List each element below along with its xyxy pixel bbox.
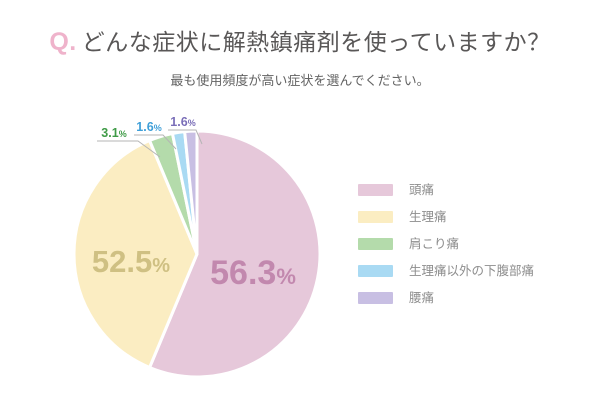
question-prefix: Q. [49, 28, 77, 56]
callout-line-5 [168, 129, 203, 145]
legend-label: 生理痛 [409, 210, 447, 224]
legend-row: 腰痛 [358, 292, 534, 304]
legend-row: 生理痛以外の下腹部痛 [358, 265, 534, 277]
legend-swatch [358, 184, 393, 196]
legend-label: 肩こり痛 [409, 237, 460, 251]
legend-row: 生理痛 [358, 211, 534, 223]
legend-swatch [358, 265, 393, 277]
legend-row: 頭痛 [358, 184, 534, 196]
slice-value-label-2: 52.5% [92, 244, 170, 279]
page-subtitle: 最も使用頻度が高い症状を選んでください。 [170, 73, 430, 88]
legend-swatch [358, 292, 393, 304]
slice-value-label-5: 1.6% [170, 115, 195, 129]
chart-legend: 頭痛 生理痛 肩こり痛 生理痛以外の下腹部痛 腰痛 [358, 184, 534, 304]
callout-line-3 [97, 140, 161, 158]
pie-slice-5 [183, 129, 199, 256]
legend-label: 頭痛 [409, 183, 435, 197]
question-text: どんな症状に解熱鎮痛剤を使っていますか？ [81, 29, 551, 55]
legend-swatch [358, 238, 393, 250]
pie-slice-2 [72, 139, 199, 369]
page-title: Q. どんな症状に解熱鎮痛剤を使っていますか？ [0, 26, 600, 58]
legend-swatch [358, 211, 393, 223]
slice-value-label-3: 3.1% [101, 126, 126, 140]
slice-value-label-1: 56.3% [210, 254, 296, 292]
callout-line-4 [134, 134, 177, 150]
pie-slice-1 [148, 129, 322, 379]
slice-value-label-4: 1.6% [136, 120, 161, 134]
legend-row: 肩こり痛 [358, 238, 534, 250]
legend-label: 生理痛以外の下腹部痛 [409, 264, 535, 278]
legend-label: 腰痛 [409, 291, 435, 305]
